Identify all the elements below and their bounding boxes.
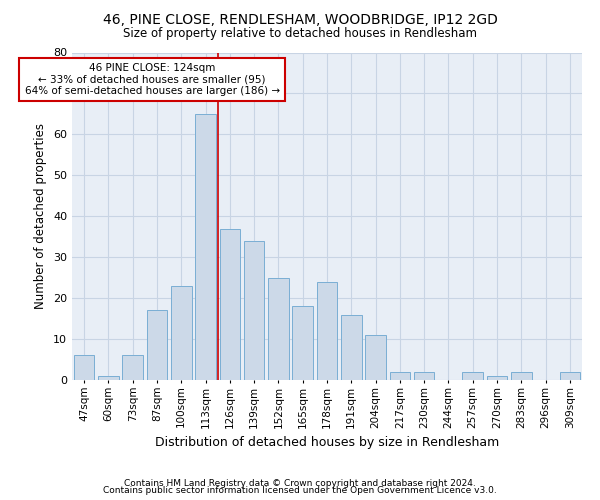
Text: Contains public sector information licensed under the Open Government Licence v3: Contains public sector information licen…	[103, 486, 497, 495]
Bar	[365, 335, 386, 380]
Bar	[414, 372, 434, 380]
Y-axis label: Number of detached properties: Number of detached properties	[34, 123, 47, 309]
Bar	[389, 372, 410, 380]
Bar	[560, 372, 580, 380]
X-axis label: Distribution of detached houses by size in Rendlesham: Distribution of detached houses by size …	[155, 436, 499, 449]
Bar	[292, 306, 313, 380]
Bar	[195, 114, 216, 380]
Bar	[98, 376, 119, 380]
Text: Size of property relative to detached houses in Rendlesham: Size of property relative to detached ho…	[123, 28, 477, 40]
Bar	[74, 356, 94, 380]
Bar	[171, 286, 191, 380]
Bar	[341, 314, 362, 380]
Bar	[268, 278, 289, 380]
Bar	[317, 282, 337, 380]
Bar	[244, 241, 265, 380]
Text: 46 PINE CLOSE: 124sqm
← 33% of detached houses are smaller (95)
64% of semi-deta: 46 PINE CLOSE: 124sqm ← 33% of detached …	[25, 62, 280, 96]
Text: 46, PINE CLOSE, RENDLESHAM, WOODBRIDGE, IP12 2GD: 46, PINE CLOSE, RENDLESHAM, WOODBRIDGE, …	[103, 12, 497, 26]
Bar	[220, 228, 240, 380]
Text: Contains HM Land Registry data © Crown copyright and database right 2024.: Contains HM Land Registry data © Crown c…	[124, 478, 476, 488]
Bar	[511, 372, 532, 380]
Bar	[146, 310, 167, 380]
Bar	[487, 376, 508, 380]
Bar	[463, 372, 483, 380]
Bar	[122, 356, 143, 380]
